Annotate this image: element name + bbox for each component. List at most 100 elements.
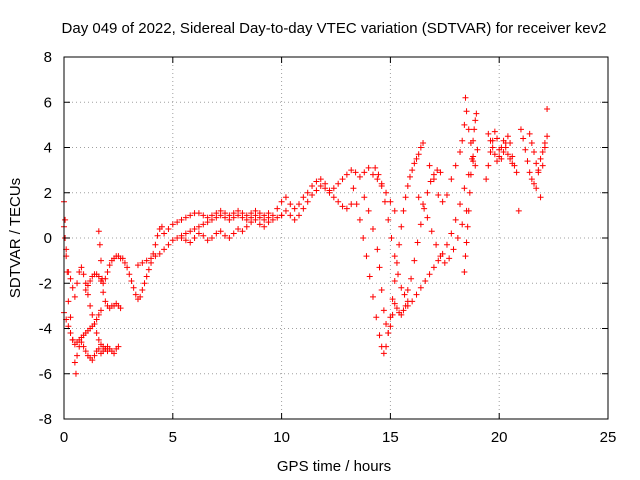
data-point	[317, 176, 324, 183]
data-point	[401, 291, 408, 298]
data-point	[152, 241, 159, 248]
data-point	[526, 130, 533, 137]
data-point	[330, 185, 337, 192]
data-point	[97, 307, 104, 314]
data-point	[204, 214, 211, 221]
data-point	[200, 221, 207, 228]
series-track-d	[95, 228, 124, 312]
data-point	[398, 223, 405, 230]
data-point	[389, 311, 396, 318]
series-track-p	[426, 94, 479, 205]
data-point	[143, 273, 150, 280]
data-point	[537, 194, 544, 201]
series-track-g	[161, 207, 285, 237]
data-point	[95, 228, 102, 235]
data-point	[420, 201, 427, 208]
data-point	[291, 216, 298, 223]
data-point	[287, 212, 294, 219]
series-track-n	[404, 146, 481, 309]
data-point	[145, 266, 152, 273]
data-point	[178, 216, 185, 223]
data-point	[269, 216, 276, 223]
data-point	[252, 216, 259, 223]
data-point	[248, 219, 255, 226]
data-point	[372, 164, 379, 171]
data-point	[395, 271, 402, 278]
data-point	[239, 228, 246, 235]
data-point	[544, 106, 551, 113]
data-point	[148, 255, 155, 262]
data-point	[417, 284, 424, 291]
data-point	[187, 212, 194, 219]
data-point	[507, 155, 514, 162]
data-point	[169, 237, 176, 244]
data-point	[104, 348, 111, 355]
data-point	[435, 192, 442, 199]
data-point	[187, 228, 194, 235]
data-point	[69, 284, 76, 291]
data-point	[304, 189, 311, 196]
series-track-s	[485, 130, 516, 167]
data-point	[182, 237, 189, 244]
data-point	[174, 219, 181, 226]
chart-title: Day 049 of 2022, Sidereal Day-to-day VTE…	[62, 20, 607, 37]
data-point	[152, 253, 159, 260]
data-point	[87, 302, 94, 309]
data-point	[522, 146, 529, 153]
data-point	[139, 259, 146, 266]
data-point	[200, 212, 207, 219]
data-point	[463, 108, 470, 115]
data-point	[396, 241, 403, 248]
data-point	[496, 153, 503, 160]
data-point	[539, 149, 546, 156]
data-point	[374, 246, 381, 253]
data-point	[335, 198, 342, 205]
y-tick-label: -2	[39, 275, 52, 292]
data-point	[67, 275, 74, 282]
data-point	[504, 151, 511, 158]
data-point	[121, 259, 128, 266]
data-point	[102, 275, 109, 282]
data-point	[369, 225, 376, 232]
data-point	[491, 151, 498, 158]
data-point	[391, 277, 398, 284]
data-point	[366, 273, 373, 280]
data-point	[417, 221, 424, 228]
data-point	[430, 264, 437, 271]
data-point	[235, 225, 242, 232]
data-point	[67, 330, 74, 337]
y-tick-label: 0	[44, 230, 52, 247]
data-point	[437, 253, 444, 260]
data-point	[376, 264, 383, 271]
data-point	[385, 330, 392, 337]
data-point	[204, 237, 211, 244]
data-point	[537, 155, 544, 162]
data-point	[91, 352, 98, 359]
data-point	[533, 185, 540, 192]
data-point	[437, 169, 444, 176]
data-point	[398, 311, 405, 318]
data-point	[200, 232, 207, 239]
data-point	[119, 255, 126, 262]
data-point	[411, 257, 418, 264]
data-point	[404, 182, 411, 189]
data-point	[413, 155, 420, 162]
data-point	[531, 180, 538, 187]
data-point	[128, 277, 135, 284]
data-point	[409, 167, 416, 174]
data-point	[491, 128, 498, 135]
data-point	[91, 320, 98, 327]
data-point	[300, 205, 307, 212]
data-point	[421, 205, 428, 212]
data-point	[430, 176, 437, 183]
data-point	[117, 305, 124, 312]
data-point	[485, 162, 492, 169]
series-track-c	[61, 307, 104, 348]
data-point	[278, 198, 285, 205]
data-point	[343, 205, 350, 212]
data-point	[62, 216, 69, 223]
data-point	[74, 280, 81, 287]
data-point	[330, 194, 337, 201]
data-point	[82, 287, 89, 294]
data-point	[483, 176, 490, 183]
